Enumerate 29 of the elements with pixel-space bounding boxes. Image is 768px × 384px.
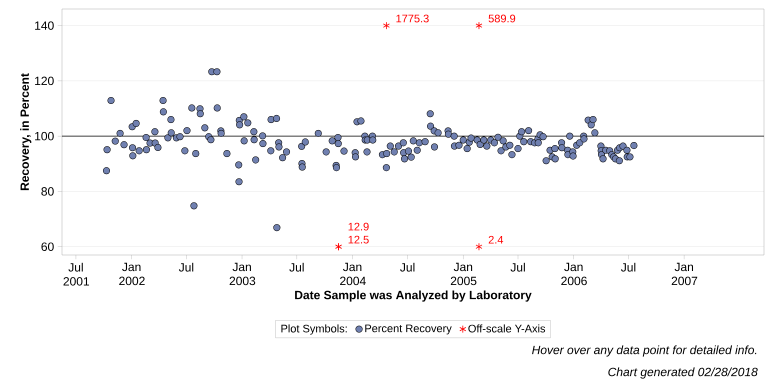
annotation: 589.9 bbox=[488, 14, 516, 22]
y-tick-label: 60 bbox=[41, 242, 54, 251]
legend-label: Percent Recovery bbox=[365, 324, 452, 334]
legend-title: Plot Symbols: bbox=[281, 324, 347, 335]
x-tick-label: Jan 2004 bbox=[340, 262, 366, 286]
x-axis-title: Date Sample was Analyzed by Laboratory bbox=[295, 290, 532, 302]
annotation: 1775.3 bbox=[396, 14, 429, 22]
y-axis-title: Recovery, in Percent bbox=[20, 73, 32, 190]
y-tick-label: 80 bbox=[41, 187, 54, 196]
y-tick-label: 100 bbox=[35, 132, 54, 140]
text: Chart generated 02/28/2018 bbox=[608, 367, 758, 379]
x-tick-label: Jan 2006 bbox=[561, 262, 587, 286]
y-tick-label: 120 bbox=[35, 76, 54, 86]
text: Hover over any data point for detailed info. bbox=[532, 345, 756, 357]
x-tick-label: Jan 2005 bbox=[450, 262, 476, 286]
x-tick-label: Jul bbox=[400, 262, 414, 272]
x-tick-label: Jan 2007 bbox=[672, 262, 698, 286]
x-tick-label: Jul bbox=[289, 262, 304, 272]
x-tick-label: Jan 2002 bbox=[119, 262, 145, 286]
annotation: 2.4 bbox=[488, 236, 504, 244]
y-tick-label: 140 bbox=[35, 21, 54, 30]
x-tick-label: Jul bbox=[620, 262, 636, 272]
legend-label: Off-scale Y-Axis bbox=[468, 324, 546, 332]
x-tick-label: Jul bbox=[178, 262, 194, 272]
x-tick-label: Jul bbox=[510, 262, 525, 272]
annotation: 12.5 bbox=[348, 236, 369, 244]
annotation: 12.9 bbox=[348, 222, 369, 231]
x-tick-label: Jul 2001 bbox=[64, 262, 90, 286]
x-tick-label: Jan 2003 bbox=[230, 262, 256, 286]
